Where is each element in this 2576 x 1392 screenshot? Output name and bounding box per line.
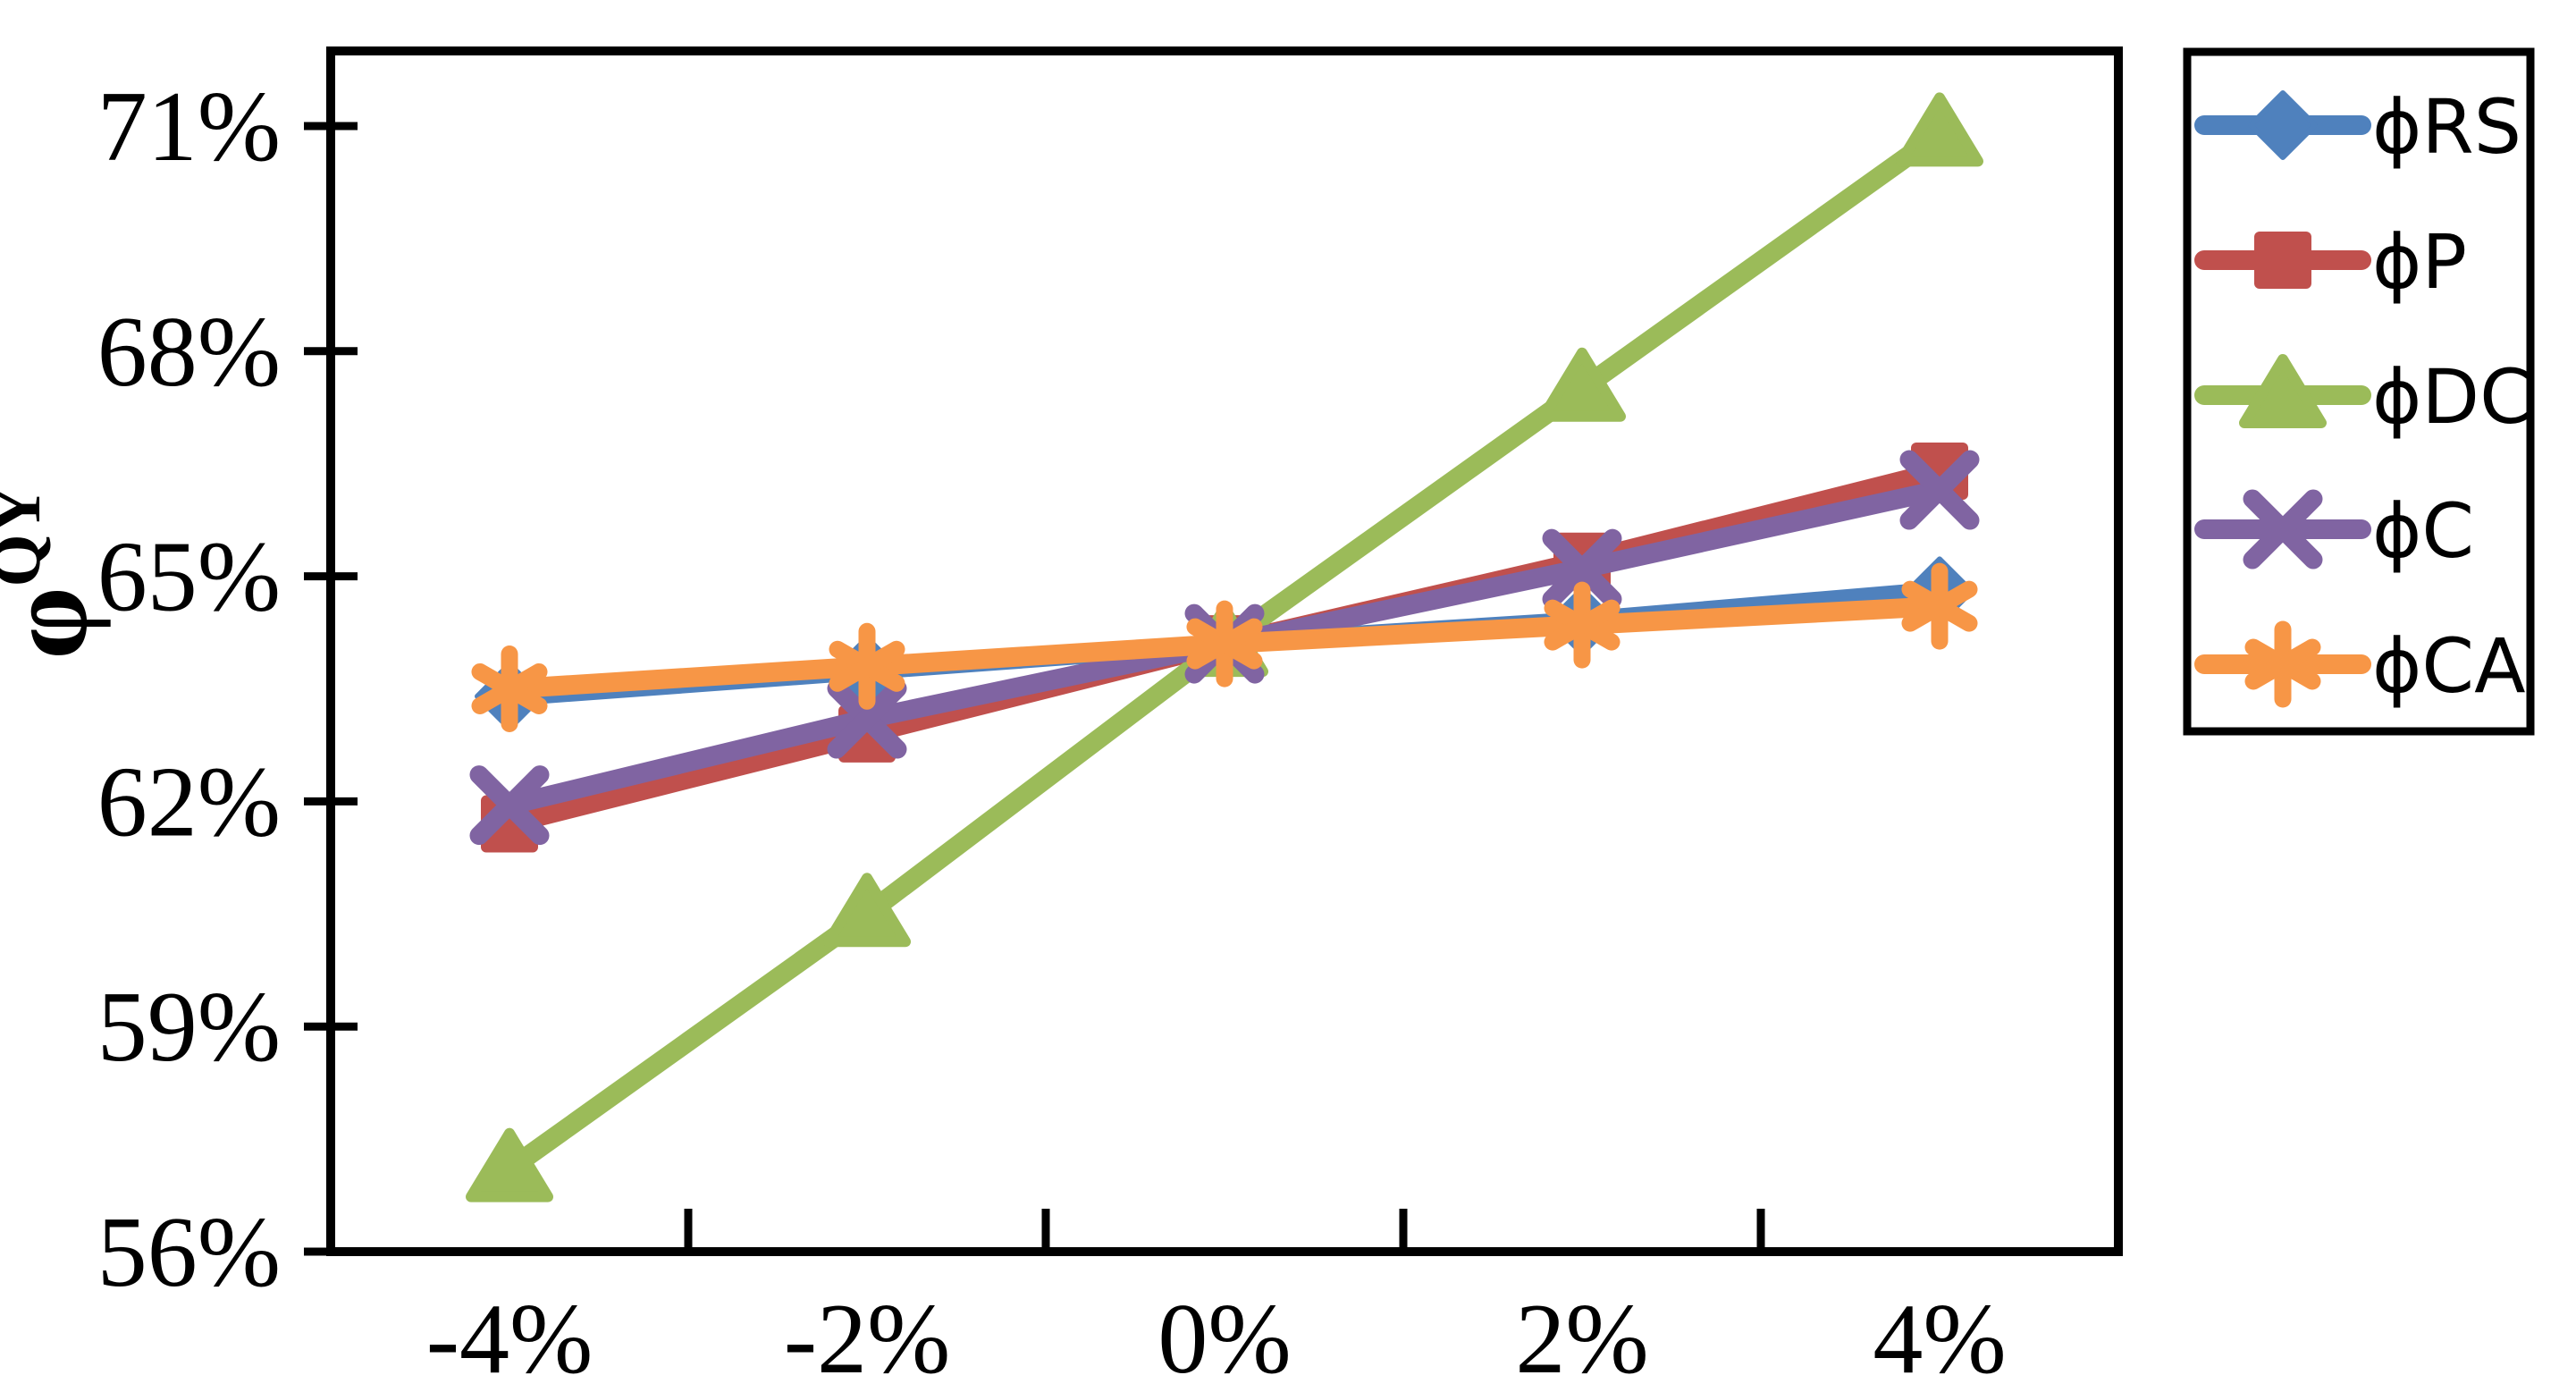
y-axis-title: φQY bbox=[0, 485, 112, 659]
axes-layer: 71% 68% 65% 62% 59% 56% -4% -2% 0% 2% 4% bbox=[97, 46, 2123, 1392]
series-marker-phi-dc-3 bbox=[1538, 347, 1626, 422]
legend-item-phi-c: ϕC bbox=[2194, 487, 2474, 575]
series-marker-phi-dc-1 bbox=[823, 873, 911, 948]
legend: ϕRS ϕP ϕDC ϕC ϕCA bbox=[2183, 47, 2535, 736]
y-axis-tick-label: 65% bbox=[97, 522, 281, 633]
x-axis-tick-label: -4% bbox=[426, 1284, 593, 1392]
legend-item-phi-ca: ϕCA bbox=[2194, 620, 2526, 710]
series-marker-phi-c-0 bbox=[469, 765, 550, 846]
legend-item-phi-rs: ϕRS bbox=[2194, 83, 2521, 171]
x-axis-tick-label: -2% bbox=[784, 1284, 951, 1392]
legend-label-phi-ca: ϕCA bbox=[2372, 622, 2526, 710]
series-marker-phi-c-1 bbox=[827, 679, 907, 759]
legend-item-phi-p: ϕP bbox=[2194, 218, 2467, 306]
series-phi-ca bbox=[471, 562, 1978, 732]
series-marker-phi-ca-0 bbox=[471, 662, 548, 714]
y-axis-tick-label: 59% bbox=[97, 972, 281, 1083]
legend-marker-phi-c bbox=[2243, 489, 2323, 569]
series-layer bbox=[466, 92, 1983, 1202]
x-axis-tick-label: 2% bbox=[1515, 1284, 1648, 1392]
x-axis-tick-label: 4% bbox=[1873, 1284, 2006, 1392]
legend-label-phi-rs: ϕRS bbox=[2372, 83, 2521, 171]
legend-marker-phi-ca bbox=[2244, 638, 2321, 690]
y-axis-title-layer: φQY bbox=[0, 485, 112, 659]
legend-marker-phi-rs bbox=[2248, 90, 2318, 160]
series-marker-phi-dc-4 bbox=[1896, 92, 1983, 167]
series-marker-phi-dc-0 bbox=[466, 1127, 553, 1202]
series-marker-phi-ca-4 bbox=[1901, 580, 1978, 632]
series-marker-phi-ca-1 bbox=[829, 640, 905, 692]
series-marker-phi-c-4 bbox=[1899, 450, 1980, 530]
legend-marker-phi-dc bbox=[2239, 354, 2327, 428]
x-axis-tick-label: 0% bbox=[1158, 1284, 1291, 1392]
legend-item-phi-dc: ϕDC bbox=[2194, 353, 2532, 441]
legend-label-phi-dc: ϕDC bbox=[2372, 353, 2532, 441]
y-axis-tick-label: 68% bbox=[97, 297, 281, 408]
y-axis-tick-label: 71% bbox=[97, 72, 281, 182]
series-marker-phi-ca-3 bbox=[1544, 599, 1621, 651]
plot-area-border bbox=[326, 46, 2123, 1256]
series-marker-phi-ca-2 bbox=[1186, 618, 1263, 670]
y-axis-tick-label: 56% bbox=[97, 1197, 281, 1308]
series-marker-phi-c-3 bbox=[1542, 528, 1622, 609]
legend-label-phi-p: ϕP bbox=[2372, 218, 2467, 306]
y-axis-tick-label: 62% bbox=[97, 747, 281, 857]
legend-marker-phi-p bbox=[2254, 232, 2311, 289]
legend-label-phi-c: ϕC bbox=[2372, 487, 2474, 575]
